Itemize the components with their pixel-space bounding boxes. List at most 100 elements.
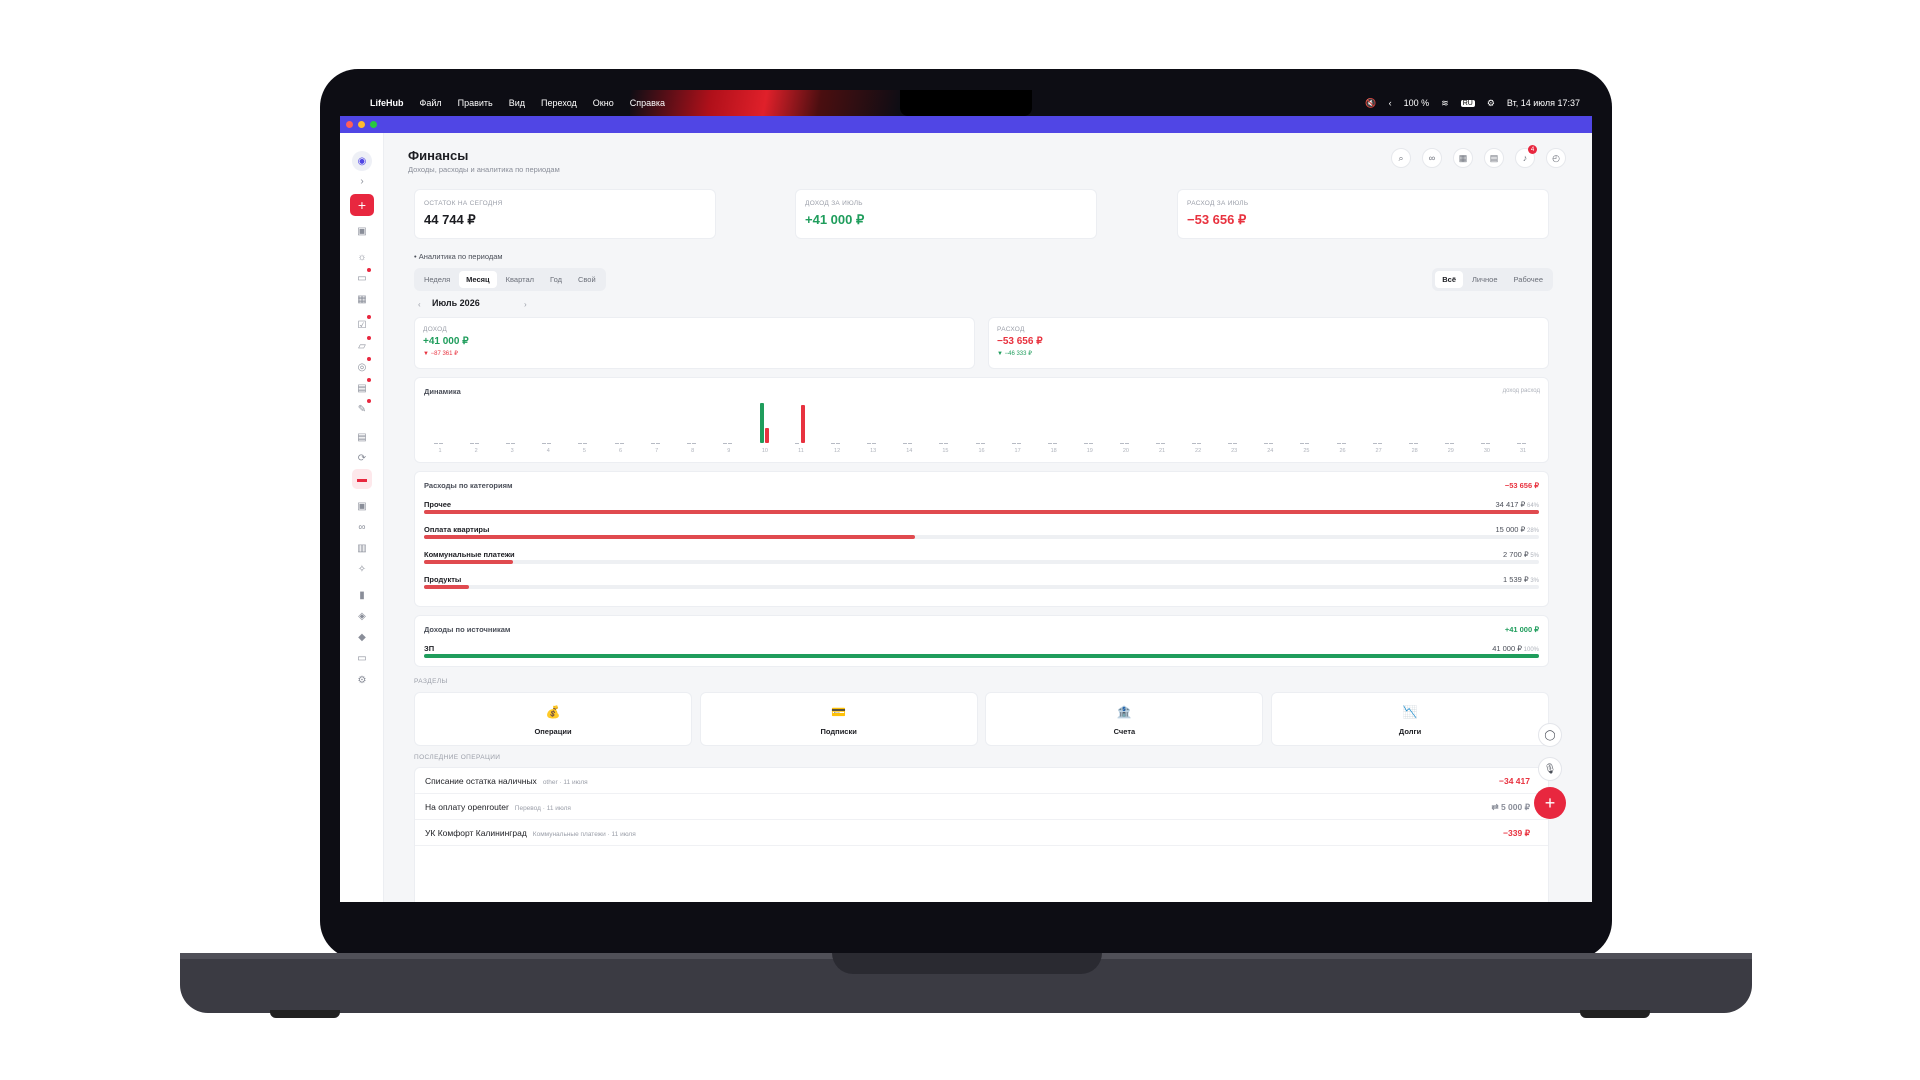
empty-bar-marker	[547, 443, 552, 444]
money-bag-icon: 💰	[545, 705, 561, 719]
period-quarter[interactable]: Квартал	[505, 275, 535, 284]
handshake-icon[interactable]: ✧	[357, 563, 367, 575]
wifi-icon[interactable]: ≋	[1441, 97, 1449, 108]
prev-month-button[interactable]: ‹	[418, 300, 421, 309]
chat-button[interactable]: ◯	[1538, 723, 1562, 747]
scope-all[interactable]: Всё	[1435, 271, 1463, 288]
scope-personal[interactable]: Личное	[1472, 275, 1498, 284]
add-operation-button[interactable]: +	[1534, 787, 1566, 819]
menu-file[interactable]: Файл	[419, 98, 442, 108]
battery-status[interactable]: 100 %	[1403, 98, 1430, 108]
timer-icon[interactable]: ◴	[1546, 148, 1566, 168]
inbox-icon[interactable]: ▭	[352, 268, 372, 288]
kpi-label: ОСТАТОК НА СЕГОДНЯ	[424, 200, 503, 207]
operation-row[interactable]: УК Комфорт Калининград Коммунальные плате…	[415, 820, 1548, 846]
planner-icon[interactable]: ▤	[352, 378, 372, 398]
x-tick-label: 23	[1231, 448, 1238, 454]
books-icon[interactable]: ▥	[357, 542, 367, 554]
voice-button[interactable]: 🎙	[1538, 757, 1562, 781]
minimize-window-button[interactable]	[358, 121, 365, 128]
section-tile-3[interactable]: 🏦 Счета	[985, 692, 1264, 746]
income-value: +41 000 ₽	[423, 336, 469, 347]
clipboard-icon[interactable]: ▤	[1484, 148, 1504, 168]
bank-icon: 🏦	[1116, 705, 1132, 719]
pen-icon[interactable]: ✎	[352, 399, 372, 419]
folder-icon[interactable]: ▱	[352, 336, 372, 356]
link-icon[interactable]: ∞	[358, 521, 366, 533]
calendar-icon[interactable]: ▦	[1453, 148, 1473, 168]
mute-icon[interactable]: 🔇	[1365, 97, 1377, 108]
control-center-icon[interactable]: ⚙	[1486, 97, 1495, 108]
stats-icon[interactable]: ▮	[359, 589, 365, 601]
category-bar-track	[424, 560, 1539, 564]
expand-icon[interactable]: ›	[360, 175, 364, 187]
scope-work[interactable]: Рабочее	[1513, 275, 1543, 284]
sun-icon[interactable]: ☼	[357, 251, 367, 263]
wallet-icon[interactable]: ▬	[352, 469, 372, 489]
category-bar-fill	[424, 535, 915, 539]
empty-bar-marker	[470, 443, 475, 444]
period-week[interactable]: Неделя	[424, 275, 451, 284]
close-window-button[interactable]	[346, 121, 353, 128]
expense-bar[interactable]	[801, 405, 805, 443]
main-content: Финансы Доходы, расходы и аналитика по п…	[384, 133, 1592, 902]
menu-view[interactable]: Вид	[508, 98, 526, 108]
kpi-income-card: ДОХОД ЗА ИЮЛЬ +41 000 ₽	[795, 189, 1097, 239]
category-bar-track	[424, 585, 1539, 589]
menu-go[interactable]: Переход	[541, 98, 577, 108]
category-name: Продукты	[424, 575, 462, 584]
checklist-icon[interactable]: ☑	[352, 315, 372, 335]
journal-icon[interactable]: ▣	[357, 500, 367, 512]
section-tile-4[interactable]: 📉 Долги	[1271, 692, 1550, 746]
sections-caption: РАЗДЕЛЫ	[414, 678, 448, 685]
x-tick-label: 6	[618, 448, 623, 454]
empty-bar-marker	[1341, 443, 1346, 444]
period-year[interactable]: Год	[550, 275, 562, 284]
archive-icon[interactable]: ▭	[357, 652, 367, 664]
x-tick-label: 3	[510, 448, 514, 454]
x-tick-label: 16	[978, 448, 985, 454]
menu-window[interactable]: Окно	[592, 98, 614, 108]
target-icon[interactable]: ◎	[352, 357, 372, 377]
layers-icon[interactable]: ◈	[358, 610, 366, 622]
microphone-icon: 🎙	[1543, 763, 1557, 775]
x-tick-label: 25	[1303, 448, 1310, 454]
calendar-icon[interactable]: ▦	[357, 293, 367, 305]
tag-icon[interactable]: ◆	[358, 631, 366, 643]
notes-icon[interactable]: ▤	[357, 431, 367, 443]
expense-bar[interactable]	[764, 428, 769, 443]
category-bar-fill	[424, 585, 469, 589]
period-month[interactable]: Месяц	[459, 271, 497, 288]
bell-icon[interactable]: ♪ 4	[1515, 145, 1537, 168]
x-tick-label: 27	[1375, 448, 1382, 454]
section-tile-1[interactable]: 💰 Операции	[414, 692, 692, 746]
home-icon[interactable]: ▣	[357, 225, 367, 237]
menu-edit[interactable]: Править	[457, 98, 493, 108]
notification-badge: 4	[1528, 145, 1537, 154]
add-icon[interactable]: +	[350, 194, 374, 216]
income-bar[interactable]	[759, 403, 764, 443]
operation-row[interactable]: На оплату openrouter Перевод · 11 июля ⇄ 5…	[415, 794, 1548, 820]
link-icon[interactable]: ∞	[1422, 148, 1442, 168]
zoom-window-button[interactable]	[370, 121, 377, 128]
period-custom[interactable]: Свой	[577, 275, 596, 284]
chevron-left-icon[interactable]: ‹	[1388, 98, 1392, 108]
search-icon[interactable]: ⌕	[1391, 148, 1411, 168]
dynamics-legend: доход расход	[1502, 388, 1540, 394]
avatar[interactable]: ◉	[352, 151, 372, 171]
input-language[interactable]: RU	[1460, 99, 1475, 107]
next-month-button[interactable]: ›	[524, 300, 527, 309]
settings-icon[interactable]: ⚙	[357, 674, 367, 686]
empty-bar-marker	[1413, 443, 1418, 444]
clock[interactable]: Вт, 14 июля 17:37	[1506, 98, 1580, 108]
operation-row[interactable]: Списание остатка наличных other · 11 июля…	[415, 768, 1548, 794]
menu-app-name[interactable]: LifeHub	[370, 98, 404, 108]
kpi-label: ДОХОД ЗА ИЮЛЬ	[805, 200, 863, 207]
section-tile-2[interactable]: 💳 Подписки	[699, 692, 978, 746]
empty-bar-marker	[650, 443, 655, 444]
x-tick-label: 7	[655, 448, 659, 454]
repeat-icon[interactable]: ⟳	[357, 452, 367, 464]
page-subtitle: Доходы, расходы и аналитика по периодам	[408, 165, 560, 174]
menu-help[interactable]: Справка	[629, 98, 666, 108]
